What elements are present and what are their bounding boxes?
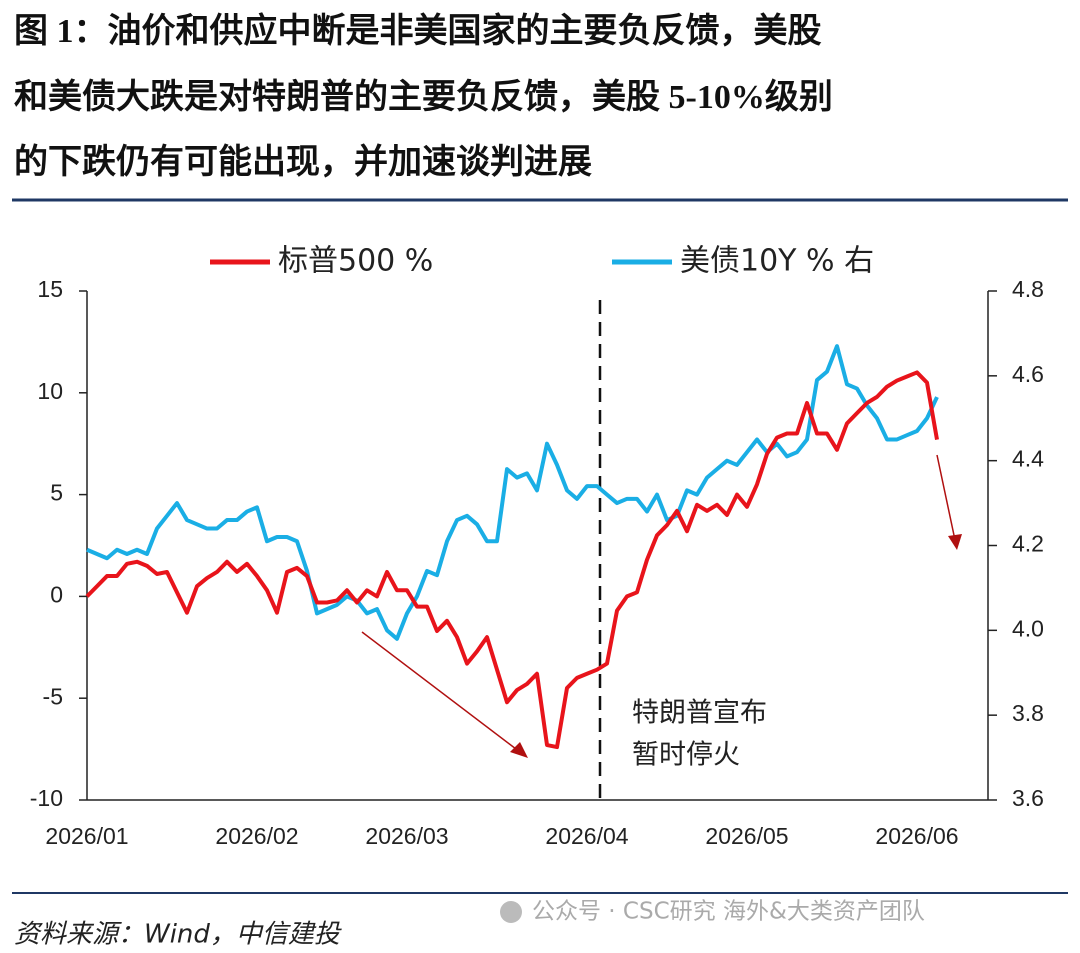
- source: 资料来源：Wind，中信建投: [14, 920, 342, 950]
- legend-label: 标普500 %: [278, 244, 433, 279]
- annotation: 特朗普宣布: [632, 698, 767, 729]
- series-line: [86, 344, 939, 641]
- annotation: 暂时停火: [632, 740, 740, 771]
- y2-tick-label: 4.2: [1012, 531, 1044, 557]
- y-tick-label: -5: [43, 683, 63, 709]
- title-line: 图 1：油价和供应中断是非美国家的主要负反馈，美股: [14, 12, 822, 50]
- y-tick-label: 15: [37, 276, 63, 302]
- arrow-head: [510, 742, 528, 758]
- y2-tick-label: 4.4: [1012, 446, 1044, 472]
- watermark-icon: [500, 901, 522, 923]
- series-line: [85, 370, 939, 750]
- y-tick-label: 5: [50, 480, 63, 506]
- y2-tick-label: 4.8: [1012, 276, 1044, 302]
- title-line: 的下跌仍有可能出现，并加速谈判进展: [14, 143, 592, 181]
- y-tick-label: -10: [30, 785, 63, 811]
- x-tick-label: 2026/06: [875, 823, 958, 849]
- x-tick-label: 2026/04: [545, 823, 628, 849]
- y2-tick-label: 4.6: [1012, 361, 1044, 387]
- y2-tick-label: 3.6: [1012, 785, 1044, 811]
- arrow-head: [948, 534, 962, 550]
- watermark: 公众号 · CSC研究 海外&大类资产团队: [532, 899, 925, 925]
- x-tick-label: 2026/01: [45, 823, 128, 849]
- title-line: 和美债大跌是对特朗普的主要负反馈，美股 5-10%级别: [14, 78, 833, 116]
- arrow: [936, 454, 956, 541]
- x-tick-label: 2026/02: [215, 823, 298, 849]
- legend-label: 美债10Y % 右: [680, 244, 874, 279]
- x-tick-label: 2026/03: [365, 823, 448, 849]
- y2-tick-label: 4.0: [1012, 615, 1044, 641]
- arrow: [361, 631, 521, 753]
- y-tick-label: 10: [37, 378, 63, 404]
- y2-tick-label: 3.8: [1012, 700, 1044, 726]
- y-tick-label: 0: [50, 581, 63, 607]
- x-tick-label: 2026/05: [705, 823, 788, 849]
